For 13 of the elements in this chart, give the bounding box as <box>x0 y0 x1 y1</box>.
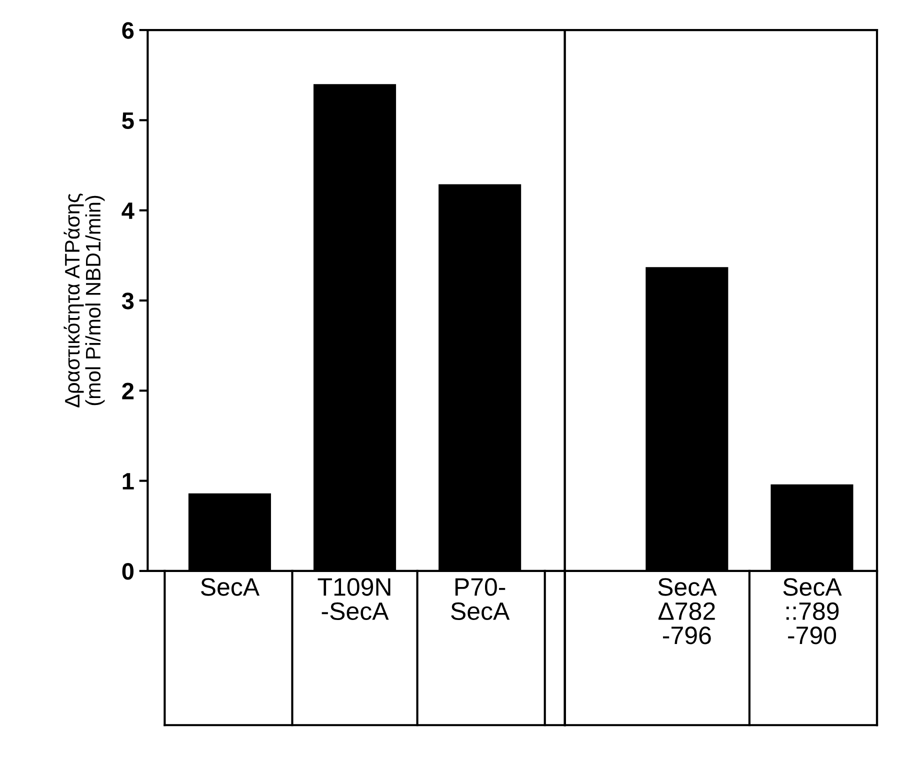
x-tick-label: SecA <box>200 578 260 596</box>
category-label: SecA ::789 -790 <box>783 578 842 644</box>
y-tick-label: 2 <box>122 382 134 400</box>
y-axis-title: Δραστικότητα ATPάσης (mol Pi/mol NBD1/min) <box>64 194 105 408</box>
x-tick-label: T109N -SecA <box>318 578 390 620</box>
y-tick-label: 3 <box>122 292 134 310</box>
category-label: SecA Δ782 -796 <box>658 578 717 644</box>
y-tick-label: 0 <box>122 563 134 580</box>
x-tick-label: P70- SecA <box>451 578 510 620</box>
y-tick-label: 5 <box>122 112 134 129</box>
y-tick-label: 4 <box>122 202 134 219</box>
y-tick-label: 6 <box>122 22 134 39</box>
y-tick-label: 1 <box>122 473 134 490</box>
